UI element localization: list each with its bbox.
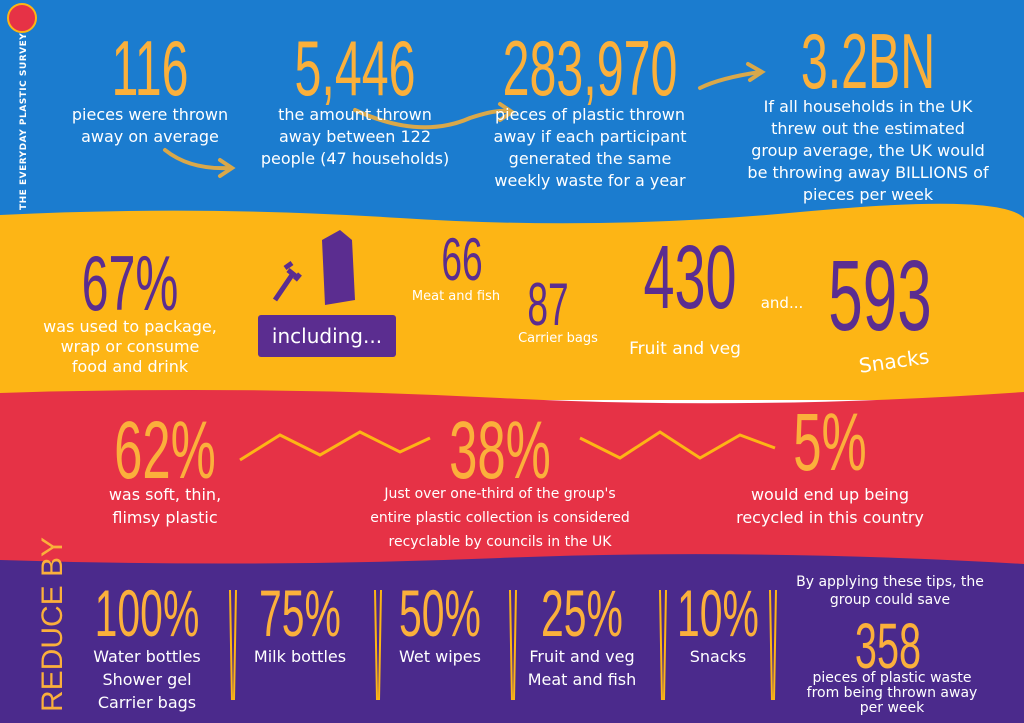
stat-text: pieces per week bbox=[803, 185, 934, 204]
food-icons bbox=[258, 230, 396, 357]
purple-band bbox=[0, 554, 1024, 723]
stat-number: 87 bbox=[527, 271, 568, 338]
and-label: and... bbox=[761, 294, 804, 312]
stat-number: 75% bbox=[259, 576, 341, 651]
stat-text: recycled in this country bbox=[736, 508, 924, 527]
stat-text: Meat and fish bbox=[528, 670, 637, 689]
stat-text: generated the same bbox=[509, 149, 672, 168]
stat-text: would end up being bbox=[751, 485, 909, 504]
stat-text: flimsy plastic bbox=[112, 508, 217, 527]
stat-number: 116 bbox=[111, 24, 188, 112]
stat-text: Fruit and veg bbox=[529, 647, 634, 666]
stat-text: pieces of plastic waste bbox=[813, 670, 972, 686]
stat-text: pieces were thrown bbox=[72, 105, 228, 124]
stat-text: weekly waste for a year bbox=[494, 171, 686, 190]
stat-number: 50% bbox=[399, 576, 481, 651]
stat-text: Milk bottles bbox=[254, 647, 346, 666]
stat-text: Shower gel bbox=[102, 670, 191, 689]
stat-text: the amount thrown bbox=[278, 105, 432, 124]
stat-text: By applying these tips, the bbox=[796, 574, 984, 590]
stat-text: Water bottles bbox=[93, 647, 201, 666]
stat-number: 3.2BN bbox=[801, 17, 935, 105]
stat-text: pieces of plastic thrown bbox=[495, 105, 685, 124]
stat-text: Snacks bbox=[690, 647, 747, 666]
stat-text: from being thrown away bbox=[807, 685, 978, 701]
stat-text: food and drink bbox=[72, 357, 189, 376]
stat-number: 593 bbox=[828, 240, 931, 352]
red-band bbox=[0, 389, 1024, 570]
reduce-heading: REDUCE BY bbox=[36, 537, 69, 712]
stat-number: 66 bbox=[441, 226, 482, 293]
including-label: including... bbox=[272, 324, 382, 348]
stat-text: away between 122 bbox=[279, 127, 431, 146]
logo bbox=[7, 3, 37, 33]
stat-text: Wet wipes bbox=[399, 647, 481, 666]
stat-text: Just over one-third of the group's bbox=[383, 486, 615, 502]
yellow-band bbox=[0, 203, 1024, 400]
stat-text: group could save bbox=[830, 592, 950, 608]
item-label: Meat and fish bbox=[412, 289, 500, 304]
stat-text: away if each participant bbox=[494, 127, 687, 146]
dividers bbox=[229, 589, 777, 701]
stat-text: Carrier bags bbox=[98, 693, 196, 712]
stat-text: If all households in the UK bbox=[764, 97, 973, 116]
stat-number: 358 bbox=[855, 612, 921, 683]
survey-label: THE EVERYDAY PLASTIC SURVEY bbox=[19, 33, 29, 210]
stat-number: 10% bbox=[677, 576, 759, 651]
stat-text: wrap or consume bbox=[61, 337, 200, 356]
stat-text: threw out the estimated bbox=[771, 119, 965, 138]
stat-text: recyclable by councils in the UK bbox=[389, 534, 613, 550]
stat-text: group average, the UK would bbox=[751, 141, 984, 160]
stat-text: was used to package, bbox=[43, 317, 217, 336]
stat-text: away on average bbox=[81, 127, 219, 146]
stat-text: per week bbox=[860, 700, 925, 716]
stat-number: 5,446 bbox=[295, 24, 416, 112]
item-label: Fruit and veg bbox=[629, 339, 741, 359]
stat-number: 100% bbox=[95, 576, 200, 651]
stat-text: entire plastic collection is considered bbox=[370, 510, 630, 526]
stat-text: was soft, thin, bbox=[109, 485, 221, 504]
item-label: Carrier bags bbox=[518, 331, 598, 346]
stat-number: 430 bbox=[643, 226, 736, 327]
zigzags bbox=[239, 430, 776, 462]
stat-number: 67% bbox=[82, 239, 179, 327]
stat-text: be throwing away BILLIONS of bbox=[747, 163, 989, 182]
stat-text: people (47 households) bbox=[261, 149, 449, 168]
stat-number: 283,970 bbox=[503, 24, 678, 112]
stat-number: 5% bbox=[793, 397, 866, 488]
stat-number: 62% bbox=[114, 405, 216, 496]
arrows bbox=[163, 62, 766, 178]
stat-number: 25% bbox=[541, 576, 623, 651]
stat-number: 38% bbox=[449, 405, 551, 496]
